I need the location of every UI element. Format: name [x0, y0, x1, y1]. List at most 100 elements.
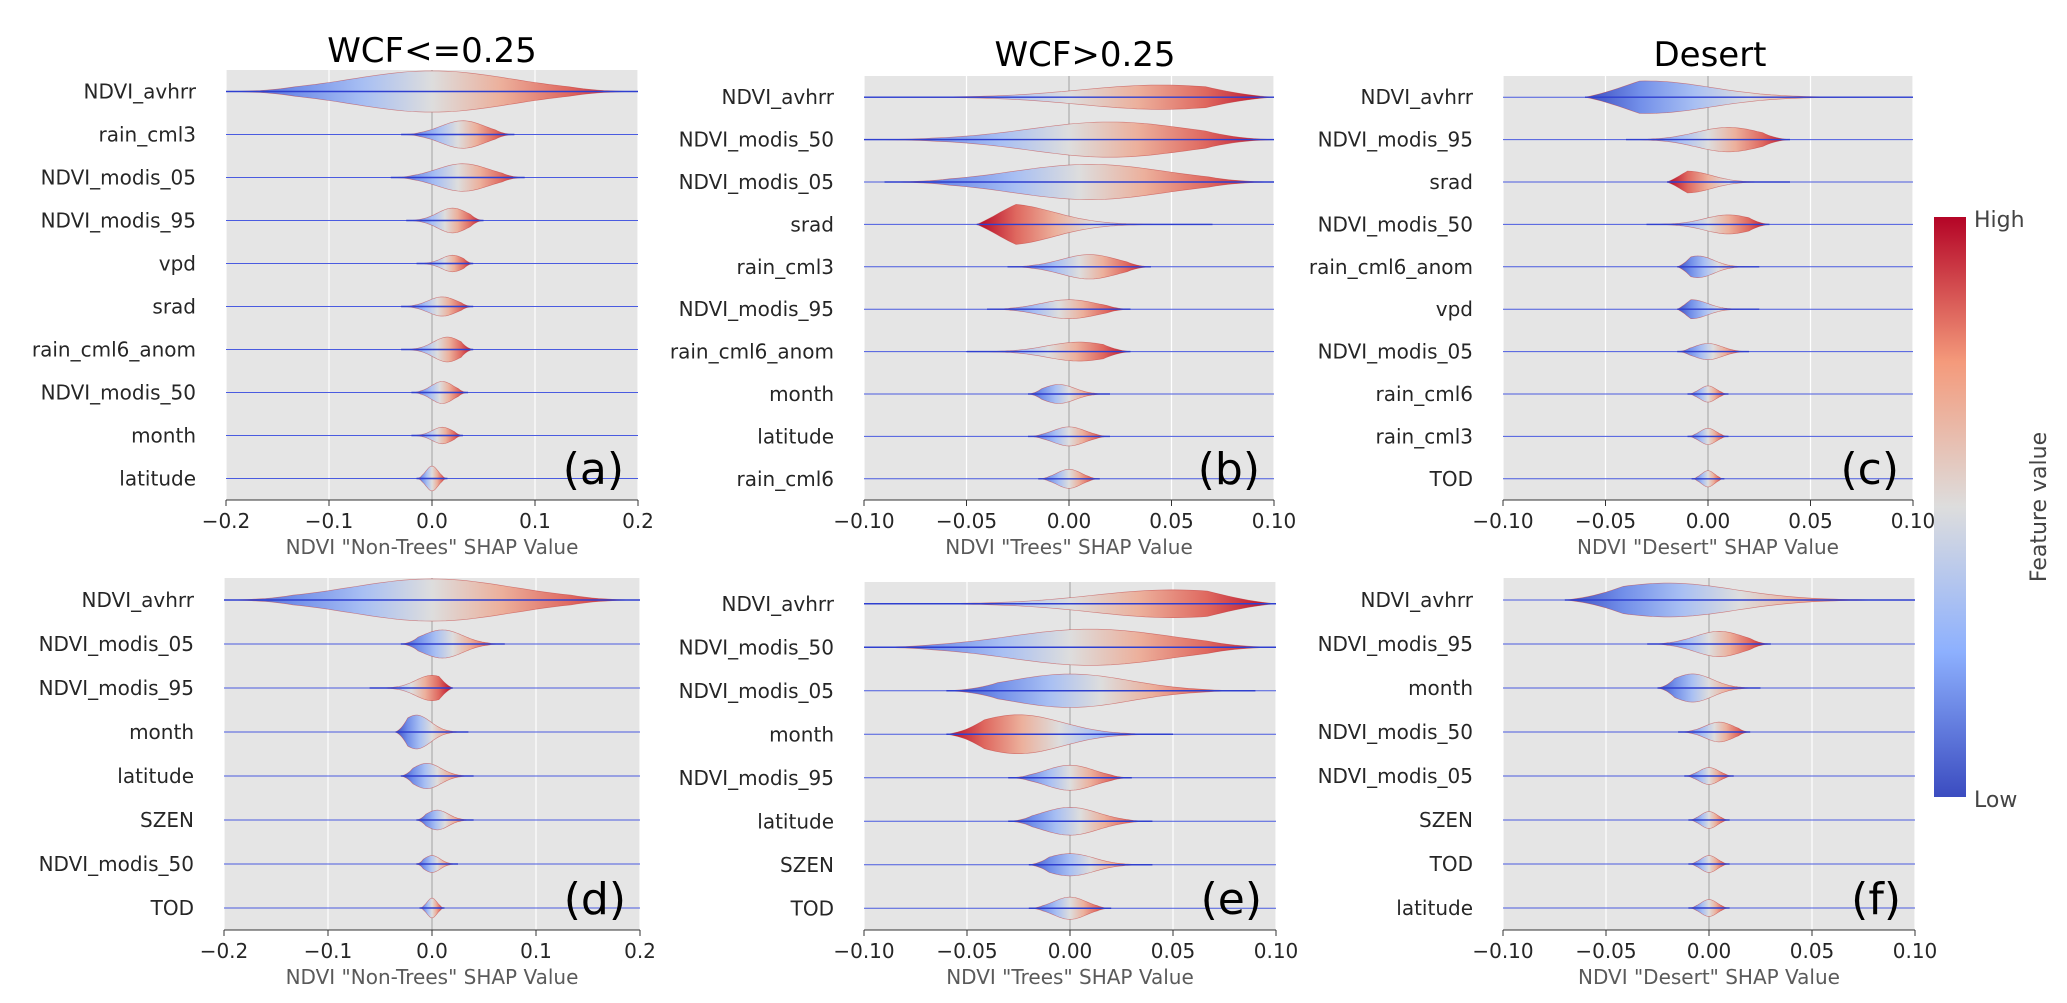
- x-tick-label: 0.10: [1893, 939, 1938, 963]
- feature-label: TOD: [1429, 467, 1473, 491]
- feature-label: month: [769, 722, 834, 746]
- x-tick-label: 0.00: [1047, 509, 1092, 533]
- x-tick-label: 0.05: [1788, 509, 1833, 533]
- feature-label: vpd: [1436, 297, 1473, 321]
- feature-label: NDVI_modis_95: [41, 209, 196, 233]
- feature-label: NDVI_modis_05: [1318, 764, 1473, 788]
- x-tick-label: 0.0: [416, 939, 448, 963]
- feature-label: SZEN: [140, 808, 194, 832]
- x-tick-label: −0.1: [304, 939, 353, 963]
- x-tick-label: −0.05: [936, 939, 997, 963]
- panel-label: (c): [1840, 444, 1899, 495]
- feature-label: NDVI_modis_95: [39, 676, 194, 700]
- feature-label: NDVI_modis_95: [679, 766, 834, 790]
- x-axis-label: NDVI "Desert" SHAP Value: [1578, 965, 1840, 989]
- feature-label: NDVI_modis_50: [679, 635, 834, 659]
- feature-label: TOD: [790, 896, 834, 920]
- feature-label: latitude: [117, 764, 194, 788]
- feature-label: month: [1408, 676, 1473, 700]
- feature-label: NDVI_modis_50: [39, 852, 194, 876]
- feature-label: NDVI_modis_95: [679, 297, 834, 321]
- x-tick-label: 0.2: [622, 509, 654, 533]
- colorbar-gradient: [1934, 217, 1966, 797]
- feature-label: NDVI_avhrr: [722, 85, 835, 109]
- x-tick-label: −0.05: [1575, 939, 1636, 963]
- x-tick-label: −0.10: [1472, 939, 1533, 963]
- panel-label: (a): [563, 444, 624, 495]
- feature-label: rain_cml6_anom: [1309, 255, 1473, 279]
- x-tick-label: 0.00: [1686, 509, 1731, 533]
- panel-f: −0.10 −0.05 0.00 0.05 0.10 NDVI_avhrr NDVI_mod…: [1318, 578, 1938, 989]
- feature-label: rain_cml6_anom: [32, 338, 196, 362]
- feature-label: NDVI_avhrr: [84, 80, 197, 104]
- x-axis-label: NDVI "Trees" SHAP Value: [946, 965, 1194, 989]
- x-axis-label: NDVI "Trees" SHAP Value: [945, 535, 1193, 559]
- x-tick-label: 0.05: [1151, 939, 1196, 963]
- feature-label: TOD: [1429, 852, 1473, 876]
- feature-label: NDVI_avhrr: [1361, 85, 1474, 109]
- x-tick-label: −0.10: [1472, 509, 1533, 533]
- colorbar-high-label: High: [1974, 208, 2025, 233]
- x-tick-label: 0.05: [1790, 939, 1835, 963]
- x-tick-label: 0.1: [519, 509, 551, 533]
- feature-label: NDVI_modis_05: [679, 679, 834, 703]
- feature-label: latitude: [1396, 896, 1473, 920]
- feature-label: NDVI_modis_95: [1318, 632, 1473, 656]
- feature-label: NDVI_avhrr: [82, 588, 195, 612]
- x-tick-label: 0.10: [1891, 509, 1936, 533]
- feature-label: NDVI_modis_05: [1318, 340, 1473, 364]
- panel-label: (b): [1198, 444, 1260, 495]
- feature-label: latitude: [119, 467, 196, 491]
- x-tick-label: 0.0: [416, 509, 448, 533]
- panel-d: −0.2 −0.1 0.0 0.1 0.2 NDVI_avhrr NDVI_modis_05…: [39, 578, 656, 989]
- feature-label: rain_cml3: [737, 255, 834, 279]
- x-tick-label: 0.05: [1149, 509, 1194, 533]
- x-tick-label: 0.10: [1254, 939, 1299, 963]
- feature-label: SZEN: [1419, 808, 1473, 832]
- feature-label: month: [129, 720, 194, 744]
- feature-label: NDVI_modis_50: [679, 128, 834, 152]
- feature-label: TOD: [150, 896, 194, 920]
- feature-label: srad: [790, 212, 834, 236]
- feature-label: NDVI_modis_05: [39, 632, 194, 656]
- x-tick-label: 0.2: [624, 939, 656, 963]
- panel-label: (f): [1851, 874, 1901, 925]
- feature-label: SZEN: [780, 853, 834, 877]
- x-tick-label: 0.00: [1048, 939, 1093, 963]
- x-axis-label: NDVI "Non-Trees" SHAP Value: [286, 965, 579, 989]
- x-tick-label: −0.2: [200, 939, 249, 963]
- x-tick-label: −0.1: [305, 509, 354, 533]
- x-tick-label: 0.00: [1687, 939, 1732, 963]
- feature-label: vpd: [159, 252, 196, 276]
- x-axis-label: NDVI "Non-Trees" SHAP Value: [286, 535, 579, 559]
- feature-label: rain_cml6: [1376, 382, 1473, 406]
- feature-label: NDVI_modis_50: [1318, 212, 1473, 236]
- colorbar: High Low Feature value: [1934, 208, 2052, 813]
- feature-label: srad: [1429, 170, 1473, 194]
- x-tick-label: −0.2: [202, 509, 251, 533]
- panel-c: −0.10 −0.05 0.00 0.05 0.10 NDVI_avhrr NDVI_mod…: [1309, 35, 1935, 559]
- feature-label: NDVI_avhrr: [1361, 588, 1474, 612]
- colorbar-title: Feature value: [2027, 432, 2052, 582]
- feature-label: rain_cml6: [737, 467, 834, 491]
- feature-label: rain_cml6_anom: [670, 340, 834, 364]
- feature-label: NDVI_modis_50: [41, 381, 196, 405]
- x-axis-label: NDVI "Desert" SHAP Value: [1577, 535, 1839, 559]
- feature-label: month: [131, 424, 196, 448]
- feature-label: rain_cml3: [99, 123, 196, 147]
- feature-label: NDVI_modis_05: [41, 166, 196, 190]
- feature-label: NDVI_modis_50: [1318, 720, 1473, 744]
- panel-e: −0.10 −0.05 0.00 0.05 0.10 NDVI_avhrr NDVI_mod…: [679, 582, 1299, 989]
- panel-label: (e): [1201, 874, 1262, 925]
- panel-title: Desert: [1653, 35, 1766, 75]
- x-tick-label: −0.05: [936, 509, 997, 533]
- panel-b: −0.10 −0.05 0.00 0.05 0.10 NDVI_avhrr NDVI_mod…: [670, 35, 1296, 559]
- feature-label: NDVI_avhrr: [722, 592, 835, 616]
- feature-label: latitude: [757, 424, 834, 448]
- feature-label: latitude: [757, 809, 834, 833]
- feature-label: srad: [152, 295, 196, 319]
- x-tick-label: −0.05: [1575, 509, 1636, 533]
- colorbar-low-label: Low: [1974, 788, 2017, 813]
- x-tick-label: 0.1: [520, 939, 552, 963]
